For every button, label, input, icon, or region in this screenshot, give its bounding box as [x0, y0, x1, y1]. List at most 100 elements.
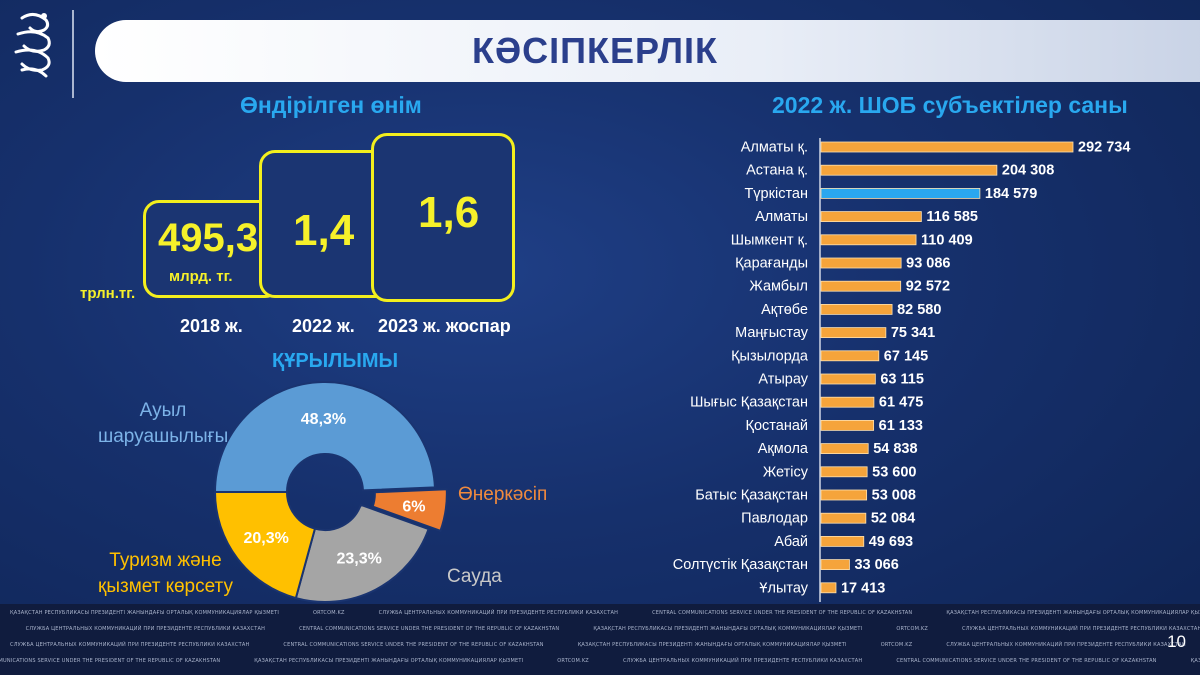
footer-text: CENTRAL COMMUNICATIONS SERVICE UNDER THE…: [283, 642, 544, 648]
bar-value-label: 33 066: [854, 557, 898, 573]
footer-text: ҚАЗАҚСТАН РЕСПУБЛИКАСЫ ПРЕЗИДЕНТІ ЖАНЫНД…: [1190, 658, 1200, 664]
footer-text: СЛУЖБА ЦЕНТРАЛЬНЫХ КОММУНИКАЦИЙ ПРИ ПРЕЗ…: [946, 642, 1186, 648]
structure-title: ҚҰРЫЛЫМЫ: [272, 350, 399, 372]
bar-value-label: 53 008: [872, 488, 916, 504]
bar-category-label: Павлодар: [741, 511, 808, 527]
footer-text: ҚАЗАҚСТАН РЕСПУБЛИКАСЫ ПРЕЗИДЕНТІ ЖАНЫНД…: [577, 642, 847, 648]
bar-value-label: 61 475: [879, 395, 923, 411]
footer-text: ORTCOM.KZ: [557, 658, 589, 664]
donut-slice-trade: [294, 503, 430, 603]
bar-value-label: 17 413: [841, 580, 885, 596]
slice-label-industry: Өнеркәсіп: [458, 484, 548, 505]
bar: [820, 350, 880, 362]
bar: [820, 535, 865, 547]
footer-text-row: CENTRAL COMMUNICATIONS SERVICE UNDER THE…: [0, 658, 1200, 664]
production-box-2022: [259, 150, 391, 298]
bar-value-label: 52 084: [871, 511, 915, 527]
bar-category-label: Атырау: [758, 372, 808, 388]
production-year-2018: 2018 ж.: [180, 316, 243, 336]
footer-text: CENTRAL COMMUNICATIONS SERVICE UNDER THE…: [896, 658, 1157, 664]
bar: [820, 373, 876, 385]
footer-strip: ҚАЗАҚСТАН РЕСПУБЛИКАСЫ ПРЕЗИДЕНТІ ЖАНЫНД…: [0, 604, 1200, 675]
donut-value-label-industry: 6%: [402, 499, 425, 516]
bar-category-label: Жетісу: [763, 464, 809, 480]
footer-text: ҚАЗАҚСТАН РЕСПУБЛИКАСЫ ПРЕЗИДЕНТІ ЖАНЫНД…: [254, 658, 524, 664]
footer-text: ҚАЗАҚСТАН РЕСПУБЛИКАСЫ ПРЕЗИДЕНТІ ЖАНЫНД…: [10, 610, 280, 616]
bar: [820, 466, 868, 478]
bar: [820, 188, 981, 199]
production-year-2022: 2022 ж.: [292, 316, 355, 336]
bar-category-label: Түркістан: [744, 186, 808, 202]
footer-text: СЛУЖБА ЦЕНТРАЛЬНЫХ КОММУНИКАЦИЙ ПРИ ПРЕЗ…: [962, 626, 1200, 632]
bar-category-label: Батыс Қазақстан: [695, 488, 808, 504]
footer-text: ORTCOM.KZ: [313, 610, 345, 616]
bar: [820, 419, 875, 431]
bar-category-label: Қызылорда: [731, 348, 809, 364]
title-bar: КӘСІПКЕРЛІК: [95, 20, 1200, 82]
snow-leopard-logo-icon: [14, 13, 51, 78]
donut-slice-tourism: [213, 491, 317, 600]
bar-value-label: 63 115: [880, 372, 924, 388]
footer-text: ҚАЗАҚСТАН РЕСПУБЛИКАСЫ ПРЕЗИДЕНТІ ЖАНЫНД…: [946, 610, 1200, 616]
footer-text: СЛУЖБА ЦЕНТРАЛЬНЫХ КОММУНИКАЦИЙ ПРИ ПРЕЗ…: [10, 642, 250, 648]
bar-category-label: Жамбыл: [749, 279, 808, 295]
bar: [820, 327, 887, 339]
bar: [820, 443, 869, 455]
bar-value-label: 61 133: [879, 418, 923, 434]
structure-donut-chart: 48,3% 6% 23,3% 20,3%: [213, 381, 448, 603]
bar: [820, 489, 868, 501]
footer-text: СЛУЖБА ЦЕНТРАЛЬНЫХ КОММУНИКАЦИЙ ПРИ ПРЕЗ…: [378, 610, 619, 616]
production-value-2022: 1,4: [293, 206, 355, 255]
footer-text: СЛУЖБА ЦЕНТРАЛЬНЫХ КОММУНИКАЦИЙ ПРИ ПРЕЗ…: [25, 626, 266, 632]
bar-category-label: Ұлытау: [759, 580, 808, 596]
production-box-2018: [143, 200, 281, 298]
sme-bar-chart: Алматы қ. 292 734 Астана қ. 204 308 Түркіста…: [673, 138, 1130, 602]
footer-text: CENTRAL COMMUNICATIONS SERVICE UNDER THE…: [652, 610, 913, 616]
production-year-2023: 2023 ж. жоспар: [378, 316, 511, 336]
bar-category-label: Солтүстік Қазақстан: [673, 557, 808, 573]
page-title: КӘСІПКЕРЛІК: [472, 30, 718, 71]
production-unit: трлн.тг.: [80, 285, 136, 302]
bar: [820, 164, 998, 176]
slice-label-tourism: Туризм және қызмет көрсету: [98, 548, 233, 600]
footer-text-row: СЛУЖБА ЦЕНТРАЛЬНЫХ КОММУНИКАЦИЙ ПРИ ПРЕЗ…: [10, 642, 1200, 648]
page-number: 10: [1167, 632, 1186, 651]
slice-label-tourism-line1: Туризм және: [109, 550, 222, 571]
donut-value-label-tourism: 20,3%: [243, 530, 288, 547]
bar-category-label: Қарағанды: [735, 256, 808, 272]
bar: [820, 280, 902, 292]
bar: [820, 303, 893, 315]
bar-category-label: Абай: [774, 534, 808, 550]
slice-label-agriculture-line2: шаруашылығы: [98, 426, 229, 447]
bar: [820, 141, 1074, 153]
bar: [820, 211, 922, 222]
bar-value-label: 93 086: [906, 256, 950, 272]
bar-category-label: Астана қ.: [746, 163, 808, 179]
bar-value-label: 116 585: [926, 209, 978, 225]
bar-value-label: 184 579: [985, 186, 1037, 202]
bar: [820, 512, 867, 524]
bar-value-label: 75 341: [891, 325, 935, 341]
production-sub-2018: млрд. тг.: [169, 268, 233, 285]
bar-value-label: 92 572: [906, 279, 950, 295]
bar-value-label: 292 734: [1078, 140, 1130, 156]
donut-slice-agriculture: [213, 381, 436, 493]
bar-category-label: Алматы: [755, 209, 808, 225]
footer-text: ORTCOM.KZ: [880, 642, 913, 648]
bar-value-label: 54 838: [873, 441, 917, 457]
bar: [820, 396, 875, 408]
bar: [820, 559, 850, 571]
footer-text-row: ORTCOM.KZ СЛУЖБА ЦЕНТРАЛЬНЫХ КОММУНИКАЦИЙ…: [0, 626, 1200, 632]
bar-value-label: 67 145: [884, 348, 928, 364]
donut-value-label-trade: 23,3%: [336, 551, 381, 568]
slice-label-tourism-line2: қызмет көрсету: [98, 576, 233, 597]
footer-text: ORTCOM.KZ: [896, 626, 929, 632]
bar-value-label: 53 600: [872, 464, 916, 480]
production-title: Өндірілген өнім: [240, 92, 422, 118]
bar-category-label: Ақмола: [758, 441, 809, 457]
bar-category-label: Ақтөбе: [761, 302, 808, 318]
footer-text: СЛУЖБА ЦЕНТРАЛЬНЫХ КОММУНИКАЦИЙ ПРИ ПРЕЗ…: [622, 658, 863, 664]
bar: [820, 234, 917, 246]
footer-text: CENTRAL COMMUNICATIONS SERVICE UNDER THE…: [0, 658, 221, 664]
footer-text-row: ҚАЗАҚСТАН РЕСПУБЛИКАСЫ ПРЕЗИДЕНТІ ЖАНЫНД…: [10, 610, 1200, 616]
